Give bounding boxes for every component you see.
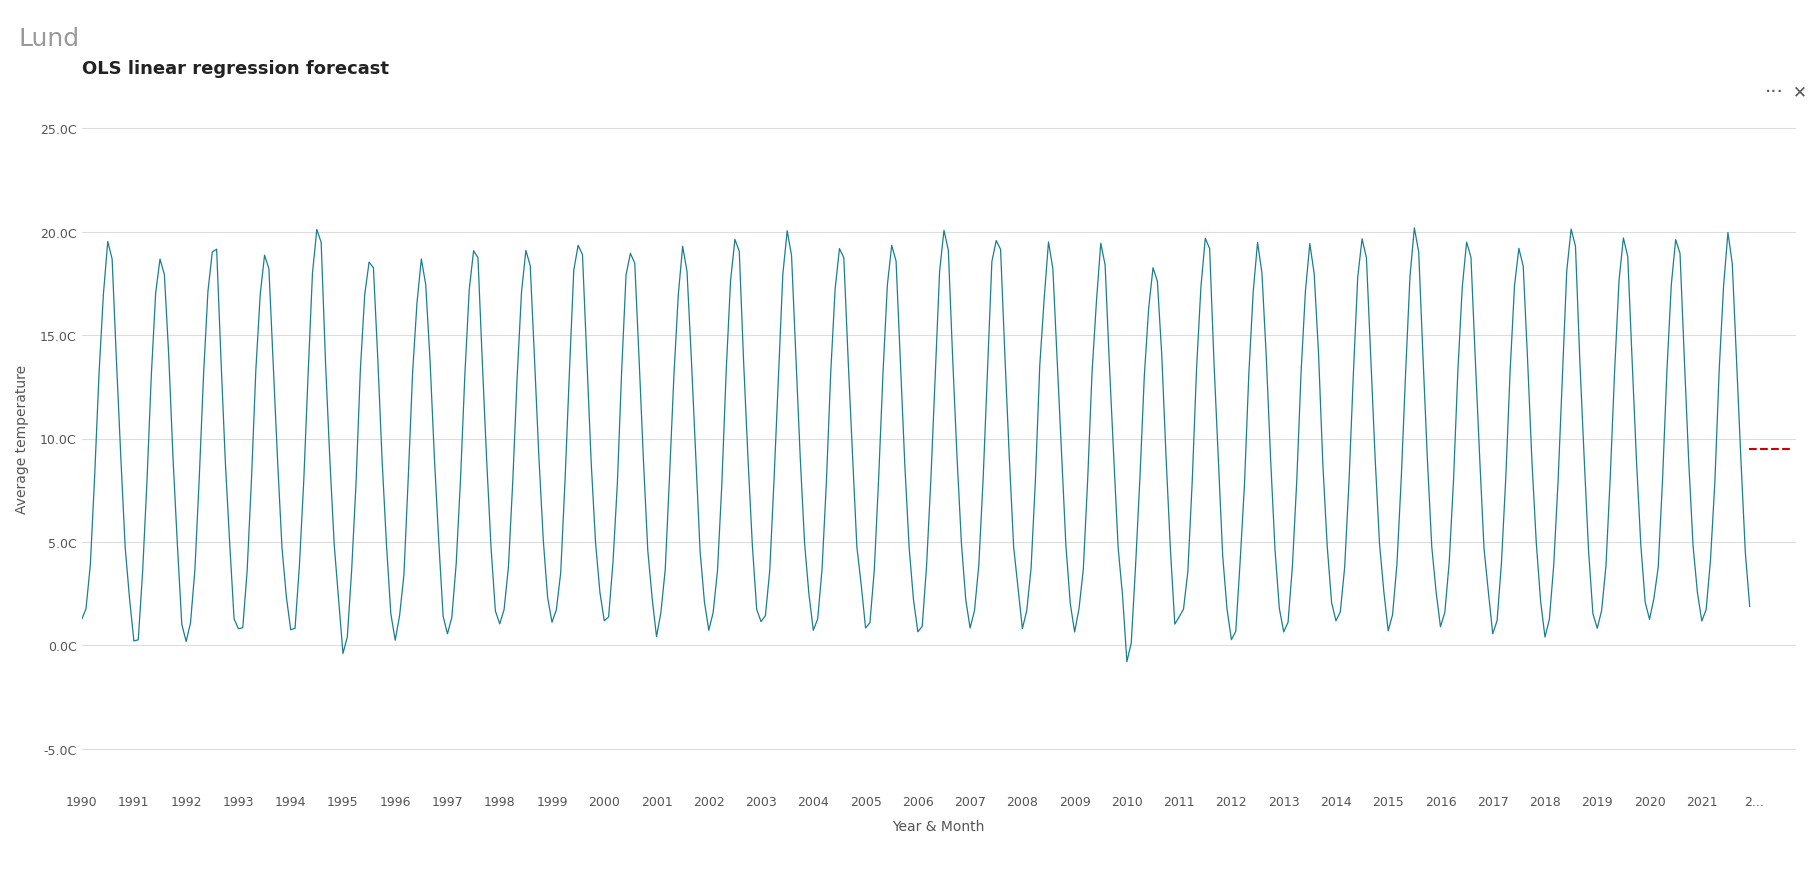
Y-axis label: Average temperature: Average temperature xyxy=(15,364,29,514)
Text: OLS linear regression forecast: OLS linear regression forecast xyxy=(82,60,388,78)
Text: ···: ··· xyxy=(1765,83,1783,102)
Text: Lund: Lund xyxy=(18,26,80,51)
X-axis label: Year & Month: Year & Month xyxy=(892,819,985,833)
Text: ✕: ✕ xyxy=(1792,83,1807,101)
